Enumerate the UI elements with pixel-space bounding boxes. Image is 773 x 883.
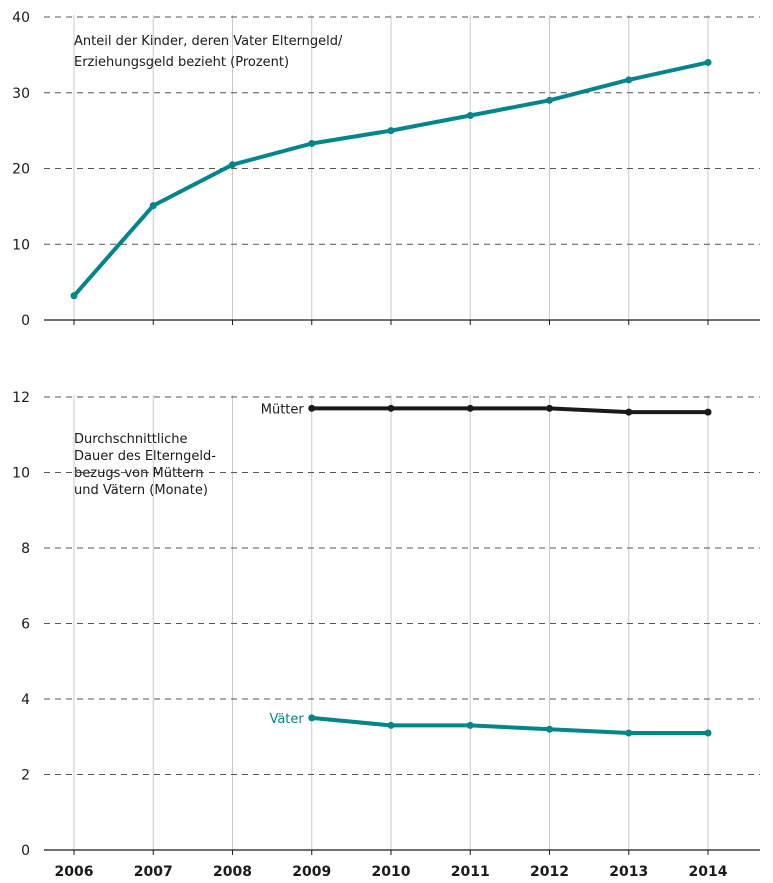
series-label: Mütter [261,402,305,417]
x-tick-label: 2013 [609,864,648,880]
chart-title-line: und Vätern (Monate) [74,483,208,498]
y-tick-label: 20 [12,162,30,178]
chart-panel-1: 0 10 20 30 40 Anteil der Kinder, deren Vater … [12,10,760,329]
x-tick-label: 2010 [372,864,411,880]
data-point [704,408,712,416]
data-point [308,714,316,722]
y-tick-label: 8 [21,541,30,557]
y-tick-label: 40 [12,10,30,26]
chart-panel-2: 0 2 4 6 8 10 12 Durchschnittliche Dauer des Elte… [12,390,760,859]
data-point [387,721,395,729]
x-tick-label: 2006 [55,864,94,880]
chart-title-line: bezugs von Müttern [74,466,204,481]
data-point [308,140,316,148]
x-tick-label: 2007 [134,864,173,880]
y-tick-label: 12 [12,390,30,406]
chart-title-line: Erziehungsgeld bezieht (Prozent) [74,55,289,70]
x-tick-label: 2011 [451,864,490,880]
data-point [149,202,157,210]
series-line-v-ter [309,715,710,735]
y-tick-label: 6 [21,617,30,633]
x-tick-label: 2012 [530,864,569,880]
data-point [704,729,712,737]
data-point [704,58,712,66]
y-tick-label: 10 [12,466,30,482]
y-tick-label: 0 [21,843,30,859]
series-label: Väter [269,712,304,727]
chart-title: Anteil der Kinder, deren Vater Elterngel… [74,34,343,70]
data-point [466,111,474,119]
data-point [625,76,633,84]
data-point [466,404,474,412]
y-tick-label: 30 [12,86,30,102]
data-point [308,404,316,412]
data-point [546,404,553,412]
series-line-m-tter [309,406,710,415]
x-tick-label: 2009 [292,864,331,880]
data-point [625,408,633,416]
data-point [466,721,474,729]
chart-title-line: Dauer des Elterngeld- [74,449,216,464]
data-point [229,161,236,169]
data-point [625,729,633,737]
y-tick-label: 10 [12,237,30,253]
data-point [546,725,553,733]
x-tick-label: 2014 [689,864,728,880]
chart-title-line: Durchschnittliche [74,432,188,447]
chart-title: Durchschnittliche Dauer des Elterngeld-be… [74,432,216,498]
data-point [546,96,553,104]
data-point [70,292,78,300]
y-tick-label: 4 [21,692,30,708]
y-tick-label: 2 [21,768,30,784]
data-point [387,404,395,412]
y-tick-label: 0 [21,313,30,329]
data-point [387,127,395,135]
chart-title-line: Anteil der Kinder, deren Vater Elterngel… [74,34,343,49]
x-tick-label: 2008 [213,864,252,880]
x-axis-labels: 2006 2007 2008 2009 2010 2011 2012 2013 2014 [55,864,728,880]
